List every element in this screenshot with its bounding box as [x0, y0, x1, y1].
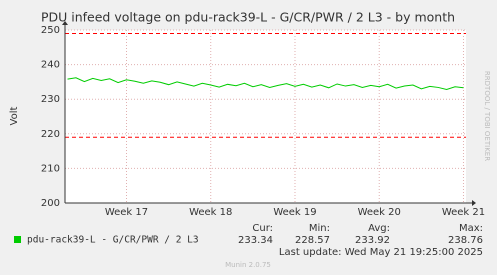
- y-tick-label: 240: [41, 60, 60, 71]
- x-tick-label: Week 19: [273, 207, 316, 218]
- stat-value: 233.34: [238, 235, 273, 246]
- axis-arrow: [62, 21, 68, 25]
- series-line: [67, 77, 464, 91]
- x-tick-label: Week 18: [189, 207, 232, 218]
- stat-header: Max:: [459, 223, 483, 234]
- footer: Munin 2.0.75: [225, 261, 271, 269]
- x-tick-label: Week 17: [105, 207, 148, 218]
- y-tick-label: 210: [41, 163, 60, 174]
- side-text: RRDTOOL / TOBI OETIKER: [483, 71, 491, 161]
- stat-value: 238.76: [448, 235, 483, 246]
- y-axis-label: Volt: [9, 106, 20, 125]
- legend-label: pdu-rack39-L - G/CR/PWR / 2 L3: [27, 235, 199, 246]
- x-tick-label: Week 20: [358, 207, 401, 218]
- legend-swatch: [14, 236, 21, 243]
- plot-area: [65, 30, 466, 203]
- stat-value: 228.57: [295, 235, 330, 246]
- y-tick-label: 250: [41, 25, 60, 36]
- axis-arrow: [472, 200, 476, 206]
- y-tick-label: 220: [41, 129, 60, 140]
- chart-title: PDU infeed voltage on pdu-rack39-L - G/C…: [41, 10, 455, 25]
- y-tick-label: 230: [41, 94, 60, 105]
- last-update: Last update: Wed May 21 19:25:00 2025: [279, 247, 483, 258]
- stat-header: Avg:: [368, 223, 390, 234]
- stat-header: Cur:: [252, 223, 273, 234]
- stat-header: Min:: [309, 223, 330, 234]
- x-tick-label: Week 21: [442, 207, 485, 218]
- y-tick-label: 200: [41, 198, 60, 209]
- stat-value: 233.92: [355, 235, 390, 246]
